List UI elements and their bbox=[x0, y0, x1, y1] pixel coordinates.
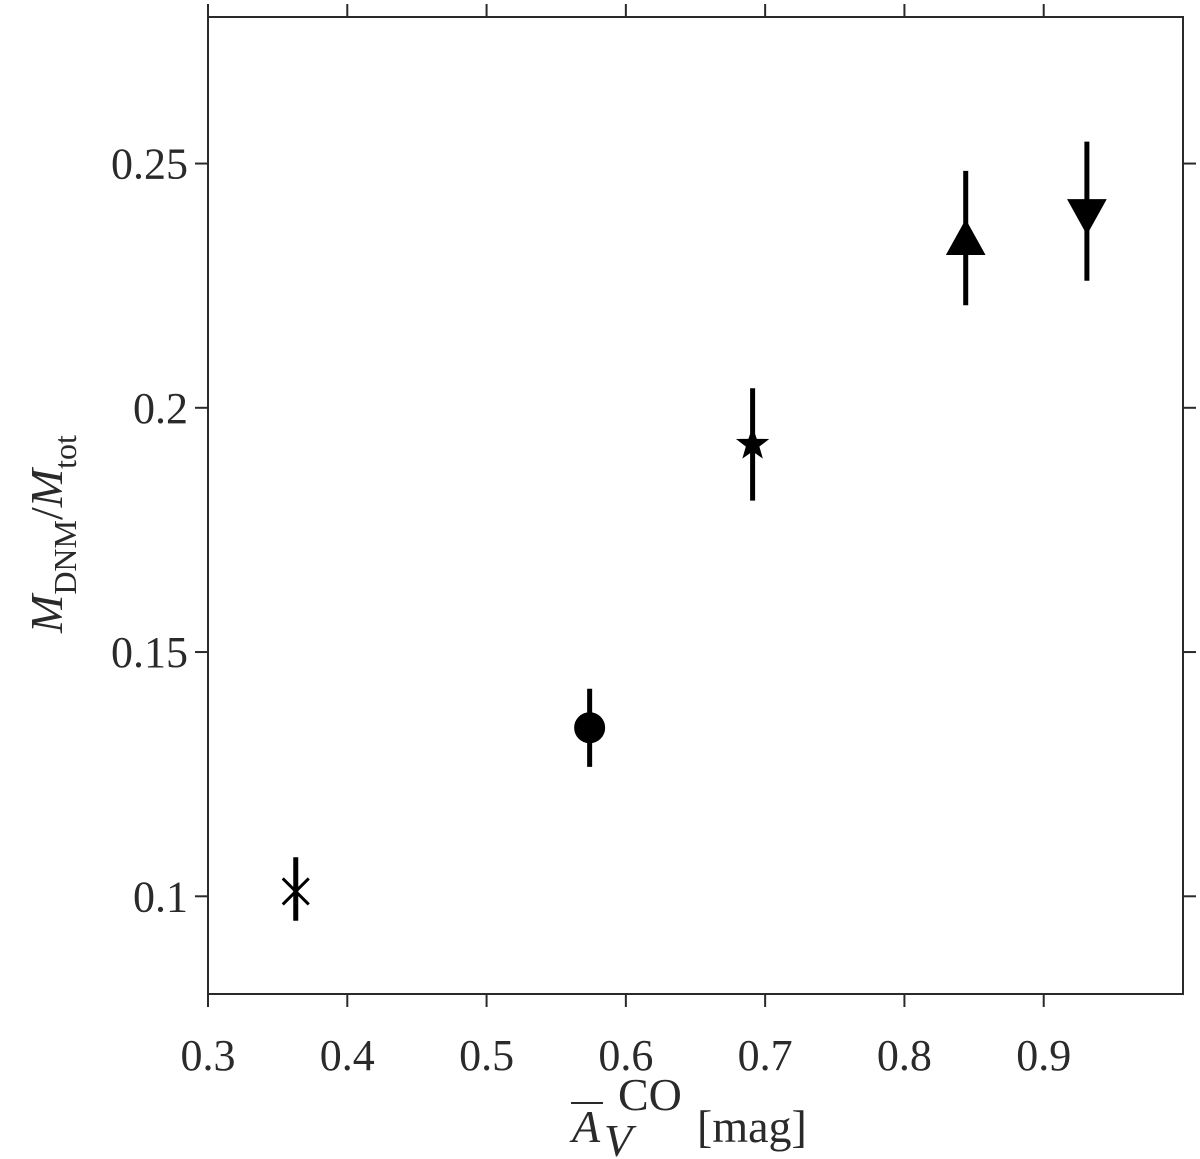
y-axis-label-sub2: tot bbox=[47, 435, 83, 469]
x-axis-label-subscript: V bbox=[604, 1115, 637, 1159]
x-tick-label: 0.9 bbox=[1016, 1031, 1071, 1080]
svg-text:MDNM/Mtot: MDNM/Mtot bbox=[21, 435, 83, 634]
y-axis-label-m2: M bbox=[21, 466, 72, 508]
triangle-up-marker bbox=[945, 219, 986, 255]
y-tick-label: 0.25 bbox=[111, 140, 188, 189]
y-axis: 0.1 0.15 0.2 0.25 bbox=[111, 140, 1196, 921]
x-tick-label: 0.3 bbox=[181, 1031, 236, 1080]
x-tick-label: 0.6 bbox=[598, 1031, 653, 1080]
x-tick-label: 0.7 bbox=[738, 1031, 793, 1080]
y-axis-label-sub1: DNM bbox=[47, 520, 83, 595]
data-point-triangle-up bbox=[945, 170, 986, 306]
x-tick-label: 0.5 bbox=[459, 1031, 514, 1080]
x-tick-label: 0.4 bbox=[320, 1031, 375, 1080]
x-tick-label: 0.8 bbox=[877, 1031, 932, 1080]
y-axis-label-m1: M bbox=[21, 592, 72, 634]
x-axis-label-symbol: A bbox=[569, 1101, 601, 1152]
triangle-down-marker bbox=[1067, 199, 1107, 235]
y-tick-label: 0.15 bbox=[111, 628, 188, 677]
y-axis-label: MDNM/Mtot bbox=[21, 435, 83, 634]
circle-marker bbox=[574, 712, 606, 744]
plot-area bbox=[207, 16, 1184, 995]
data-point-x bbox=[281, 857, 310, 921]
star-marker bbox=[735, 426, 770, 459]
y-axis-label-slash: / bbox=[21, 507, 72, 520]
x-axis: 0.3 0.4 0.5 0.6 0.7 0.8 0.9 bbox=[181, 4, 1071, 1080]
y-tick-label: 0.2 bbox=[133, 384, 188, 433]
x-axis-label-superscript: CO bbox=[618, 1069, 682, 1120]
data-point-star bbox=[735, 388, 770, 501]
x-marker bbox=[281, 877, 310, 906]
data-point-triangle-down bbox=[1067, 141, 1107, 281]
y-tick-label: 0.1 bbox=[133, 872, 188, 921]
x-axis-label-unit: [mag] bbox=[697, 1101, 807, 1152]
x-axis-label: A V CO [mag] bbox=[569, 1069, 807, 1159]
data-points bbox=[281, 141, 1107, 921]
data-point-circle bbox=[574, 688, 606, 767]
